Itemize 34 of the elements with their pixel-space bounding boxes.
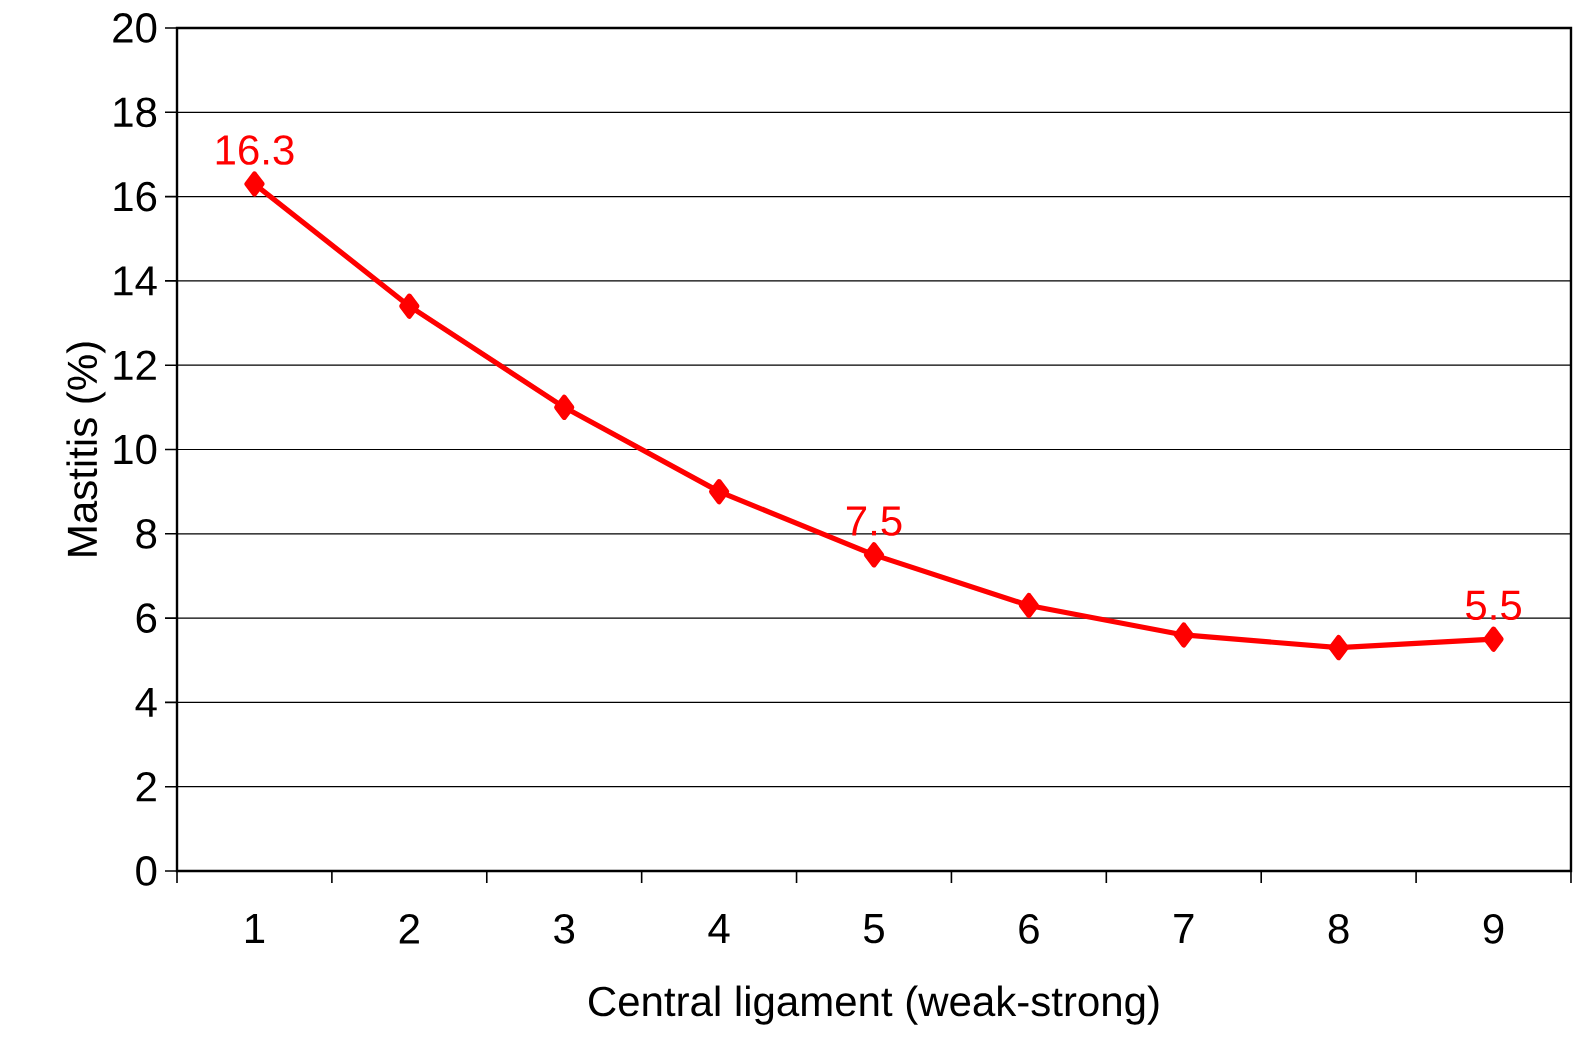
y-axis-title: Mastitis (%) [66,342,106,556]
y-tick-label: 6 [136,603,157,633]
y-tick-label: 12 [114,350,156,380]
x-tick-label: 7 [1174,914,1194,943]
y-tick-label: 10 [114,434,157,465]
x-tick-label: 9 [1483,914,1504,944]
data-label: 7.5 [846,506,902,536]
point [1328,634,1349,661]
point [1483,626,1504,652]
x-tick-label: 8 [1328,914,1349,944]
point [1018,592,1039,619]
data-label: 16.3 [216,135,294,165]
y-tick-label: 18 [114,97,157,128]
point [1173,622,1194,648]
y-tick-label: 0 [136,856,157,886]
x-tick-label: 5 [864,914,884,944]
point [554,394,575,420]
y-tick-label: 8 [136,518,157,549]
y-tick-label: 16 [114,181,157,212]
data-label: 5.5 [1466,590,1521,621]
point [709,479,730,505]
y-tick-label: 2 [136,772,156,802]
point [244,171,265,197]
y-tick-label: 20 [113,13,157,43]
y-tick-label: 14 [114,266,157,296]
y-tick-label: 4 [135,687,157,717]
point [399,293,420,319]
x-tick-label: 2 [399,914,419,944]
x-tick-label: 6 [1019,914,1039,944]
x-tick-label: 4 [708,914,730,943]
point [863,542,885,568]
x-tick-label: 3 [554,914,575,944]
x-axis-title: Central ligament (weak-strong) [589,985,1159,1025]
x-tick-label: 1 [245,914,265,943]
